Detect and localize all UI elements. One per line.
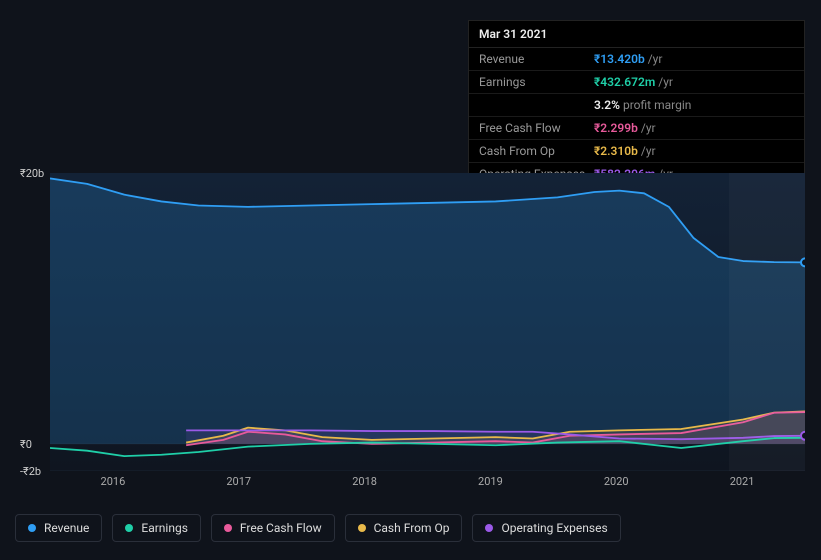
legend-dot-icon — [485, 524, 493, 532]
legend-item[interactable]: Earnings — [112, 514, 201, 542]
tooltip-value: ₹13.420b/yr — [594, 52, 662, 66]
chart-area[interactable]: ₹20b ₹0 -₹2b 201620172018201920202021 — [15, 155, 805, 485]
tooltip-value: 3.2%profit margin — [594, 98, 691, 112]
y-tick-label: ₹0 — [20, 438, 50, 451]
tooltip-label: Earnings — [479, 75, 594, 89]
legend-item[interactable]: Cash From Op — [345, 514, 463, 542]
tooltip-label: Revenue — [479, 52, 594, 66]
x-tick-label: 2018 — [302, 475, 428, 488]
legend-dot-icon — [358, 524, 366, 532]
legend-dot-icon — [28, 524, 36, 532]
legend-label: Cash From Op — [374, 521, 450, 535]
y-tick-label: ₹20b — [20, 167, 50, 180]
y-tick-label: -₹2b — [20, 465, 50, 478]
tooltip-row: Free Cash Flow₹2.299b/yr — [469, 117, 804, 140]
legend-item[interactable]: Free Cash Flow — [211, 514, 335, 542]
legend-label: Free Cash Flow — [240, 521, 322, 535]
finance-chart: Mar 31 2021 Revenue₹13.420b/yrEarnings₹4… — [0, 0, 821, 560]
tooltip-label: Free Cash Flow — [479, 121, 594, 135]
tooltip-label — [479, 98, 594, 112]
legend-item[interactable]: Operating Expenses — [472, 514, 620, 542]
tooltip-value: ₹432.672m/yr — [594, 75, 673, 89]
tooltip-value: ₹2.299b/yr — [594, 121, 656, 135]
legend-label: Operating Expenses — [501, 521, 607, 535]
tooltip-row: Revenue₹13.420b/yr — [469, 48, 804, 71]
legend-label: Revenue — [44, 521, 89, 535]
x-axis: 201620172018201920202021 — [50, 475, 805, 488]
x-tick-label: 2017 — [176, 475, 302, 488]
legend-dot-icon — [125, 524, 133, 532]
tooltip-date: Mar 31 2021 — [469, 21, 804, 48]
legend-dot-icon — [224, 524, 232, 532]
x-tick-label: 2016 — [50, 475, 176, 488]
legend-item[interactable]: Revenue — [15, 514, 102, 542]
plot-svg — [50, 173, 805, 471]
x-tick-label: 2020 — [553, 475, 679, 488]
legend-label: Earnings — [141, 521, 188, 535]
tooltip-row: Earnings₹432.672m/yr — [469, 71, 804, 94]
legend: Revenue Earnings Free Cash Flow Cash From O… — [15, 514, 621, 542]
x-tick-label: 2021 — [679, 475, 805, 488]
x-tick-label: 2019 — [427, 475, 553, 488]
tooltip-row: 3.2%profit margin — [469, 94, 804, 117]
